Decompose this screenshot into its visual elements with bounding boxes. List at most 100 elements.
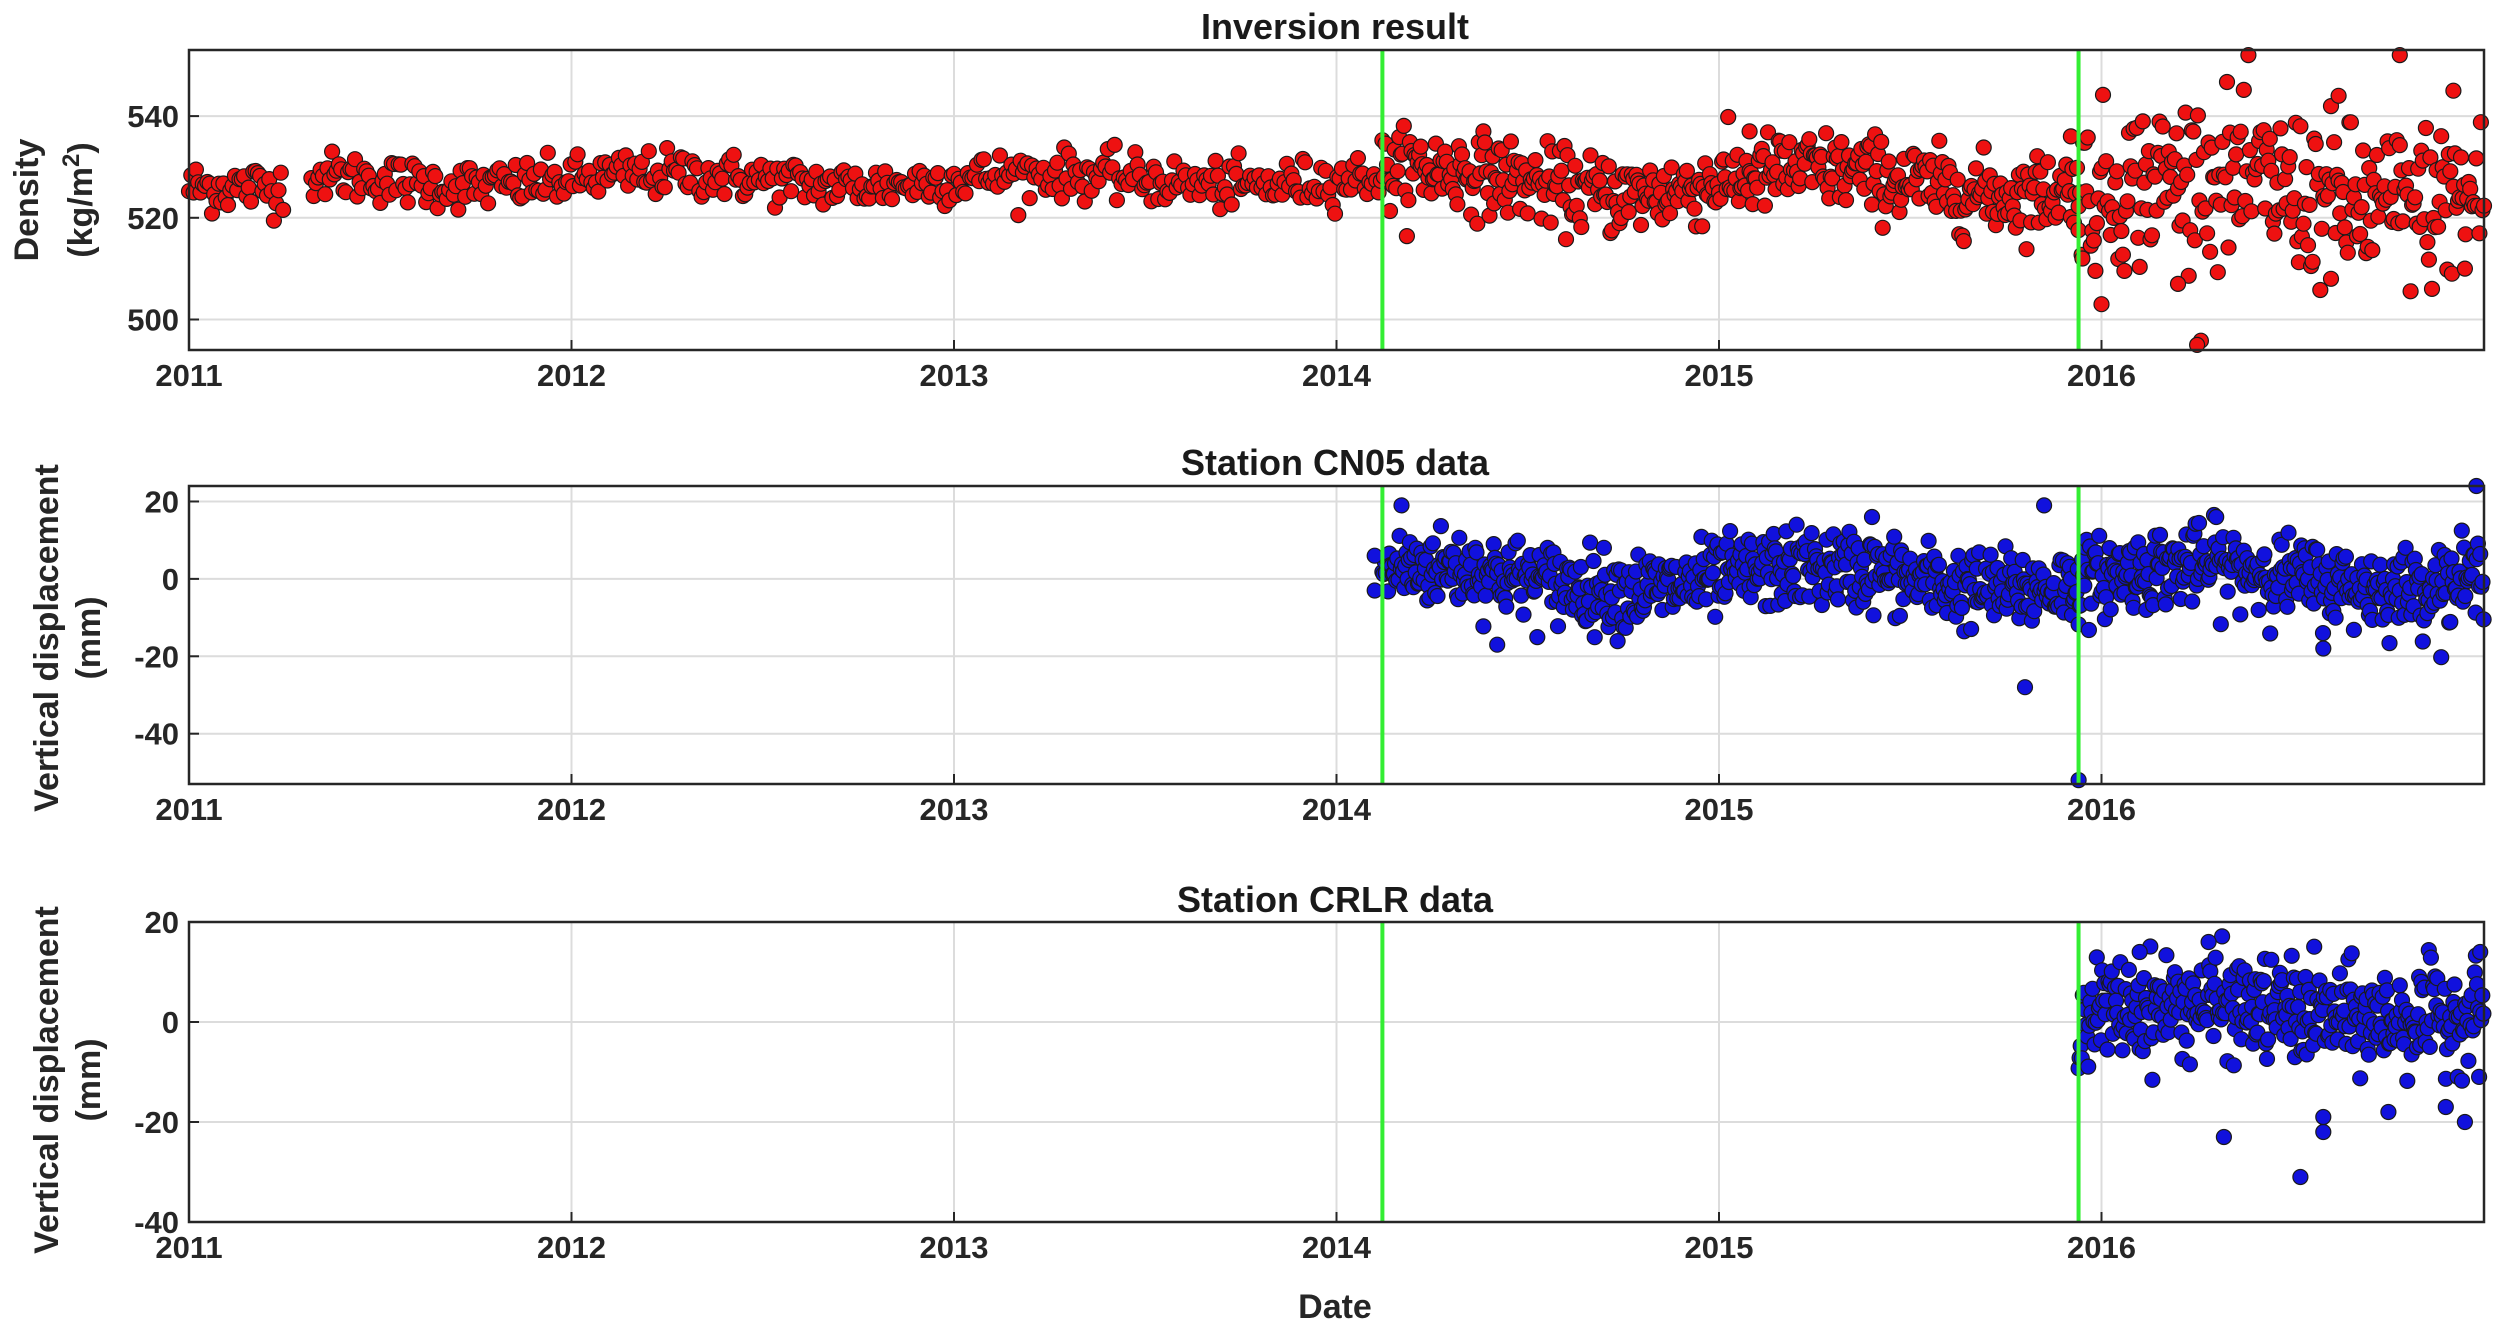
data-point (1785, 567, 1802, 585)
y-tick-labels: 500 520 540 (127, 99, 199, 337)
data-point (1620, 203, 1637, 221)
data-point (1756, 197, 1774, 214)
data-point (2134, 113, 2151, 130)
x-tick-label: 2012 (537, 1230, 606, 1265)
data-point (2433, 128, 2450, 145)
data-point (1967, 160, 1985, 177)
data-point (2295, 215, 2312, 232)
x-tick-label: 2013 (920, 792, 989, 827)
data-point (2430, 218, 2447, 235)
data-point (2151, 526, 2169, 544)
data-point (1502, 133, 1520, 150)
data-point (1223, 196, 1240, 213)
data-point (2200, 933, 2217, 951)
data-point (2035, 497, 2053, 514)
data-point (1707, 608, 1724, 625)
data-point (2433, 649, 2450, 666)
data-point (2292, 118, 2309, 135)
data-point (1424, 535, 1442, 552)
data-point (1108, 192, 1126, 209)
data-point (2094, 86, 2112, 104)
data-point (2315, 640, 2332, 657)
data-point (2453, 1072, 2471, 1089)
data-point (2423, 280, 2441, 297)
data-point (1515, 606, 1532, 623)
data-point (2093, 296, 2110, 313)
data-point (240, 179, 257, 196)
data-point (2399, 1072, 2416, 1090)
x-tick-label: 2016 (2067, 358, 2136, 393)
data-point (1585, 552, 1602, 570)
y-tick-label: 540 (127, 99, 179, 134)
y-axis-label-exponent: 2 (58, 154, 85, 167)
data-point (539, 144, 556, 161)
data-point (2457, 226, 2474, 243)
y-tick-label: 0 (162, 1005, 179, 1040)
data-point (2419, 234, 2436, 251)
data-point (219, 196, 237, 214)
data-point (1106, 136, 1123, 153)
data-point (1349, 150, 1367, 167)
data-point (1296, 154, 1314, 171)
data-point (1498, 598, 1515, 615)
y-axis-label-paren: ) (62, 142, 100, 153)
data-point (1873, 133, 1890, 150)
data-point (1398, 228, 1416, 245)
data-point (2039, 154, 2057, 171)
data-point (1663, 159, 1680, 176)
data-point (1749, 179, 1766, 196)
data-point (2326, 134, 2343, 151)
data-point (2391, 46, 2408, 64)
y-tick-label: -40 (134, 717, 179, 752)
data-point (1824, 170, 1841, 187)
panel-station-cn05: Station CN05 data Vertical displacement … (28, 442, 2492, 827)
x-tick-label: 2011 (155, 792, 222, 827)
data-point (1393, 497, 1410, 514)
data-point (2178, 1032, 2195, 1049)
data-point (2225, 159, 2242, 176)
x-tick-label: 2015 (1685, 1230, 1754, 1265)
data-point (2315, 1108, 2332, 1126)
x-tick-label: 2011 (155, 358, 222, 393)
data-point (2453, 522, 2470, 539)
data-point (1549, 618, 1567, 635)
x-tick-label: 2012 (537, 358, 606, 393)
data-point (1395, 117, 1412, 135)
data-point (2342, 114, 2359, 131)
data-point (2016, 679, 2034, 696)
x-tick-labels: 2011 2012 2013 2014 2015 2016 (155, 1212, 2136, 1265)
data-point (1519, 205, 1536, 222)
y-tick-labels: -40 -20 0 20 (134, 484, 199, 752)
data-point (1880, 153, 1897, 170)
x-tick-labels: 2011 2012 2013 2014 2015 2016 (155, 774, 2136, 827)
data-point (2190, 514, 2208, 532)
x-tick-label: 2014 (1302, 792, 1372, 827)
data-point (1591, 172, 1608, 189)
data-point (2443, 550, 2460, 567)
y-axis-label-line2: (mm) (70, 1038, 108, 1121)
data-point (2243, 203, 2260, 220)
y-axis-label: Vertical displacement (mm) (28, 906, 108, 1254)
data-point (275, 201, 292, 218)
data-point (1567, 157, 1584, 174)
data-point (1400, 192, 1417, 209)
data-point (1678, 162, 1696, 179)
data-point (656, 179, 673, 196)
panel-title: Inversion result (1201, 6, 1469, 47)
data-point (2080, 621, 2097, 639)
data-point (1632, 216, 1650, 234)
data-point (2272, 120, 2289, 137)
data-point (2232, 606, 2249, 623)
data-point (2402, 283, 2419, 300)
grid (189, 486, 2484, 784)
data-point (1581, 534, 1599, 551)
data-point (2309, 541, 2326, 558)
data-point (929, 165, 947, 182)
x-tick-label: 2013 (920, 358, 989, 393)
data-point (1741, 123, 1758, 140)
data-point (1817, 125, 1835, 142)
data-point (324, 143, 341, 160)
data-point (2255, 972, 2272, 990)
data-point (1230, 145, 1247, 162)
